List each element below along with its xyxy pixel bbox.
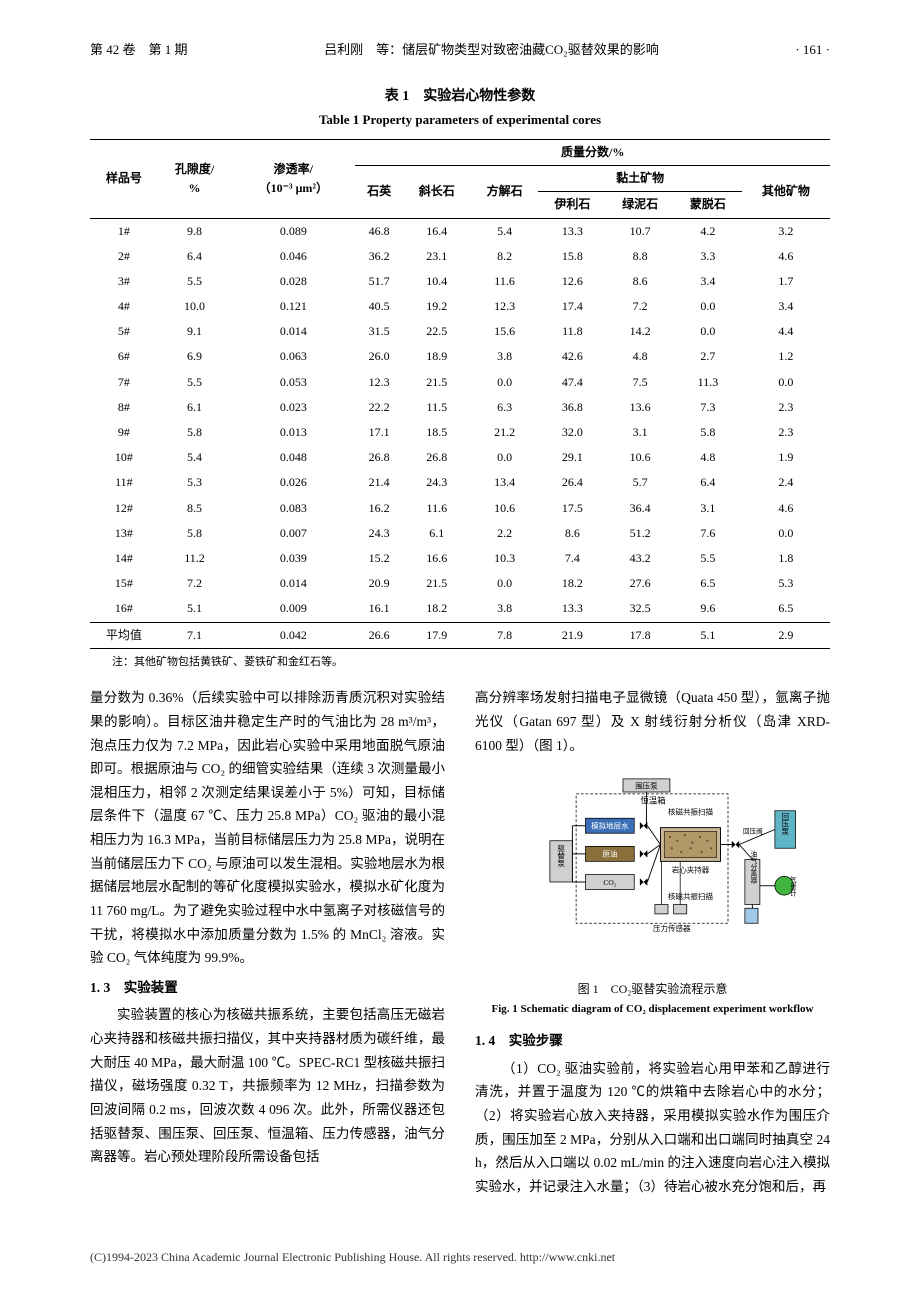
table-row: 4#10.00.12140.519.212.317.47.20.03.4 [90,294,830,319]
right-column: 高分辨率场发射扫描电子显微镜（Quata 450 型），氩离子抛光仪（Gatan… [475,686,830,1198]
right-p1: 高分辨率场发射扫描电子显微镜（Quata 450 型），氩离子抛光仪（Gatan… [475,686,830,757]
left-p1: 量分数为 0.36%（后续实验中可以排除沥青质沉积对实验结果的影响）。目标区油井… [90,686,445,970]
col-chlorite: 绿泥石 [606,192,674,218]
table-row: 11#5.30.02621.424.313.426.45.76.42.4 [90,470,830,495]
left-column: 量分数为 0.36%（后续实验中可以排除沥青质沉积对实验结果的影响）。目标区油井… [90,686,445,1198]
body-columns: 量分数为 0.36%（后续实验中可以排除沥青质沉积对实验结果的影响）。目标区油井… [90,686,830,1198]
table-row: 12#8.50.08316.211.610.617.536.43.14.6 [90,496,830,521]
table1-caption-en: Table 1 Property parameters of experimen… [90,110,830,131]
fig1-caption-cn: 图 1 CO₂驱替实验流程示意 [475,979,830,1000]
table-row: 14#11.20.03915.216.610.37.443.25.51.8 [90,546,830,571]
left-p2: 实验装置的核心为核磁共振系统，主要包括高压无磁岩心夹持器和核磁共振扫描仪，其中夹… [90,1003,445,1168]
table-row: 3#5.50.02851.710.411.612.68.63.41.7 [90,269,830,294]
diagram-svg: 恒温箱 围压泵 核磁共振扫描 模拟地层水 原油 CO₂ [503,767,803,967]
footer: (C)1994-2023 China Academic Journal Elec… [90,1248,830,1267]
sec13: 1. 3 实验装置 [90,976,445,1000]
lbl-pressure: 压力传感器 [653,923,691,933]
table1-caption-cn: 表 1 实验岩心物性参数 [90,86,830,108]
lbl-oil: 原油 [602,849,617,859]
lbl-gas: 气量计 [788,875,796,897]
lbl-displ: 驱替泵 [556,844,565,867]
table-row: 2#6.40.04636.223.18.215.88.83.34.6 [90,244,830,269]
lbl-water: 模拟地层水 [591,821,629,831]
table-row: 13#5.80.00724.36.12.28.651.27.60.0 [90,521,830,546]
table-row-avg: 平均值7.10.04226.617.97.821.917.85.12.9 [90,622,830,648]
col-porosity: 孔隙度/% [158,139,231,218]
lbl-backvalve: 回压阀 [743,826,763,835]
col-clay: 黏土矿物 [538,166,741,192]
lbl-thermostat: 恒温箱 [640,795,665,805]
lbl-confining: 围压泵 [635,781,658,790]
table-row: 5#9.10.01431.522.515.611.814.20.04.4 [90,319,830,344]
col-perm: 渗透率/（10⁻³ μm²） [231,139,355,218]
lbl-nmr: 核磁共振扫描 [668,807,713,817]
table-row: 9#5.80.01317.118.521.232.03.15.82.3 [90,420,830,445]
table-row: 7#5.50.05312.321.50.047.47.511.30.0 [90,370,830,395]
table-row: 6#6.90.06326.018.93.842.64.82.71.2 [90,344,830,369]
col-calcite: 方解石 [471,166,539,218]
col-other: 其他矿物 [742,166,830,218]
table1-note: 注：其他矿物包括黄铁矿、菱铁矿和金红石等。 [90,654,830,672]
right-p2: （1）CO₂ 驱油实验前，将实验岩心用甲苯和乙醇进行清洗，并置于温度为 120 … [475,1057,830,1199]
col-mass-frac: 质量分数/% [355,139,830,165]
col-mont: 蒙脱石 [674,192,742,218]
sec14: 1. 4 实验步骤 [475,1029,830,1053]
table-row: 16#5.10.00916.118.23.813.332.59.66.5 [90,596,830,622]
table-row: 1#9.80.08946.816.45.413.310.74.23.2 [90,218,830,244]
header-right: · 161 · [795,40,830,61]
lbl-co2: CO₂ [603,878,616,887]
table-row: 8#6.10.02322.211.56.336.813.67.32.3 [90,395,830,420]
table1: 样品号 孔隙度/% 渗透率/（10⁻³ μm²） 质量分数/% 石英 斜长石 方… [90,139,830,649]
lbl-core: 岩心夹持器 [671,865,709,875]
lbl-nmr2: 核磁共振扫描 [668,891,713,901]
col-feldspar: 斜长石 [403,166,471,218]
header-center: 吕利刚 等：储层矿物类型对致密油藏CO₂驱替效果的影响 [324,40,659,61]
header-left: 第 42 卷 第 1 期 [90,40,188,61]
table-row: 15#7.20.01420.921.50.018.227.66.55.3 [90,571,830,596]
lbl-backpump: 回压泵 [780,812,789,835]
fig1-caption-en: Fig. 1 Schematic diagram of CO₂ displace… [475,1000,830,1019]
col-quartz: 石英 [355,166,402,218]
page-header: 第 42 卷 第 1 期 吕利刚 等：储层矿物类型对致密油藏CO₂驱替效果的影响… [90,40,830,61]
table-row: 10#5.40.04826.826.80.029.110.64.81.9 [90,445,830,470]
col-illite: 伊利石 [538,192,606,218]
figure1: 恒温箱 围压泵 核磁共振扫描 模拟地层水 原油 CO₂ [475,767,830,1019]
col-sample: 样品号 [90,139,158,218]
